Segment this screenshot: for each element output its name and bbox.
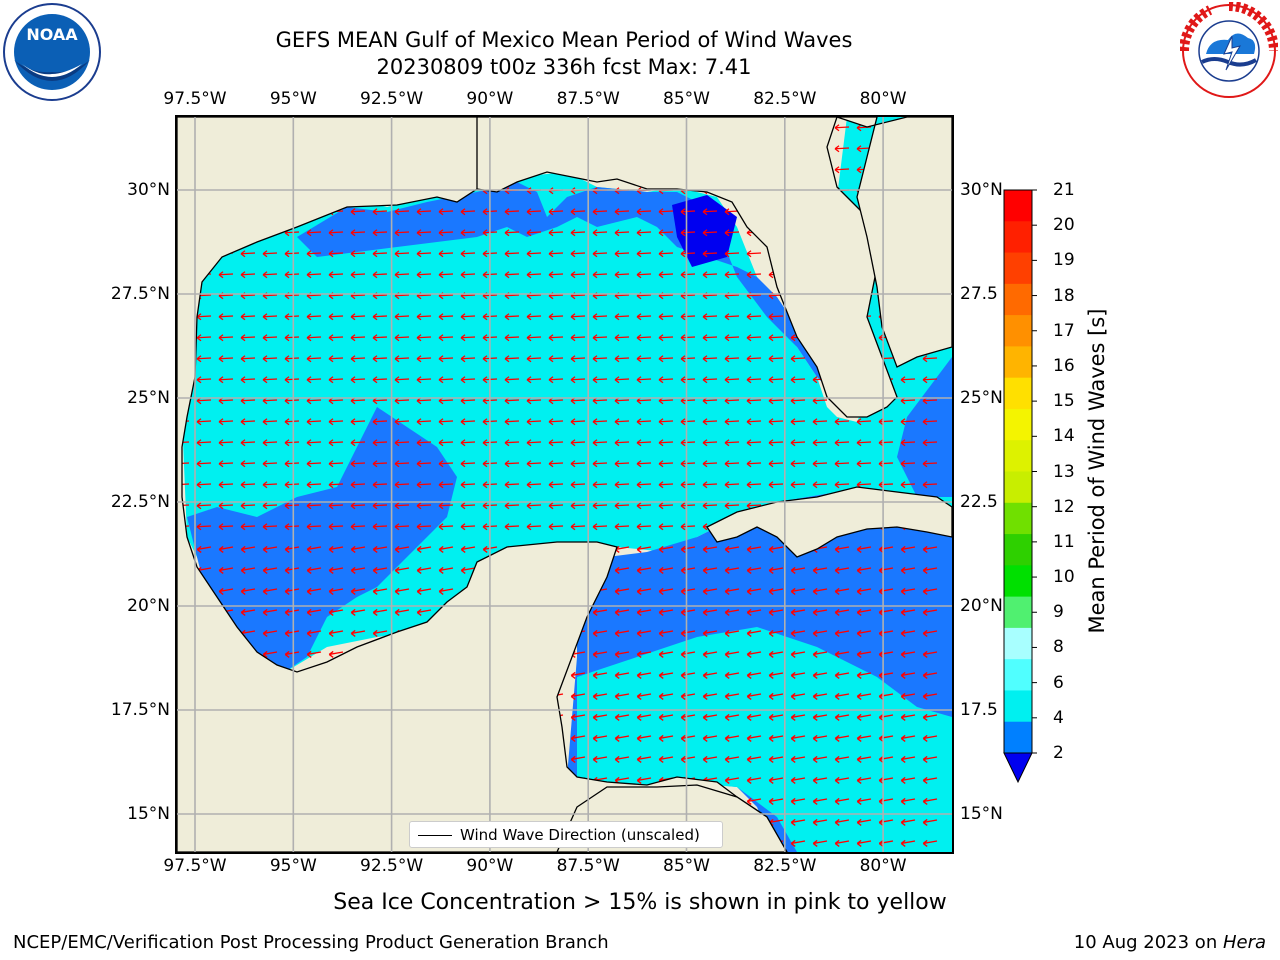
- colorbar: [1003, 189, 1033, 782]
- colorbar-tick-label: 6: [1053, 673, 1064, 693]
- colorbar-label: Mean Period of Wind Waves [s]: [1085, 309, 1109, 634]
- chart-title: GEFS MEAN Gulf of Mexico Mean Period of …: [0, 27, 1128, 53]
- lat-tick-right: 30°N: [960, 180, 1003, 200]
- colorbar-segment: [1004, 565, 1032, 597]
- colorbar-segment: [1004, 597, 1032, 629]
- lat-tick-left: 30°N: [127, 180, 170, 200]
- colorbar-tick-label: 18: [1053, 286, 1075, 306]
- colorbar-tick-label: 13: [1053, 462, 1075, 482]
- colorbar-tick-label: 19: [1053, 250, 1075, 270]
- lon-tick-bottom: 97.5°W: [163, 856, 226, 876]
- colorbar-segment: [1004, 534, 1032, 566]
- lat-tick-right: 17.5: [960, 700, 998, 720]
- colorbar-tick-label: 17: [1053, 321, 1075, 341]
- footer-host: Hera: [1223, 932, 1266, 953]
- lat-tick-left: 25°N: [127, 388, 170, 408]
- colorbar-segment: [1004, 190, 1032, 222]
- colorbar-tick-label: 11: [1053, 532, 1075, 552]
- footer-left: NCEP/EMC/Verification Post Processing Pr…: [13, 932, 609, 953]
- colorbar-segment: [1004, 409, 1032, 441]
- lon-tick-bottom: 92.5°W: [360, 856, 423, 876]
- sea-ice-caption: Sea Ice Concentration > 15% is shown in …: [0, 890, 1280, 915]
- lon-tick-top: 80°W: [860, 89, 907, 109]
- lat-tick-left: 27.5°N: [111, 284, 170, 304]
- colorbar-segment: [1004, 503, 1032, 535]
- lat-tick-left: 15°N: [127, 804, 170, 824]
- lon-tick-top: 85°W: [663, 89, 710, 109]
- lon-tick-bottom: 85°W: [663, 856, 710, 876]
- lon-tick-bottom: 95°W: [270, 856, 317, 876]
- colorbar-tick-label: 20: [1053, 215, 1075, 235]
- colorbar-tick-label: 21: [1053, 180, 1075, 200]
- colorbar-segment: [1004, 472, 1032, 504]
- lon-tick-top: 97.5°W: [163, 89, 226, 109]
- lon-tick-bottom: 90°W: [466, 856, 513, 876]
- colorbar-segment: [1004, 315, 1032, 347]
- lon-tick-top: 92.5°W: [360, 89, 423, 109]
- gulf-of-mexico-map: Wind Wave Direction (unscaled): [175, 115, 954, 854]
- colorbar-segment: [1004, 346, 1032, 378]
- wind-wave-arrow: [747, 251, 761, 257]
- lat-tick-left: 20°N: [127, 596, 170, 616]
- lon-tick-top: 87.5°W: [557, 89, 620, 109]
- colorbar-tick-label: 12: [1053, 497, 1075, 517]
- lat-tick-right: 25°N: [960, 388, 1003, 408]
- colorbar-tick-label: 9: [1053, 602, 1064, 622]
- colorbar-segment: [1004, 378, 1032, 410]
- colorbar-tick-label: 16: [1053, 356, 1075, 376]
- lat-tick-right: 22.5: [960, 492, 998, 512]
- colorbar-tick-label: 2: [1053, 743, 1064, 763]
- lon-tick-bottom: 87.5°W: [557, 856, 620, 876]
- footer-right: 10 Aug 2023 on Hera: [1074, 932, 1266, 953]
- lat-tick-left: 17.5°N: [111, 700, 170, 720]
- legend-label: Wind Wave Direction (unscaled): [460, 822, 700, 849]
- colorbar-segment: [1004, 690, 1032, 722]
- colorbar-segment: [1004, 659, 1032, 691]
- colorbar-segment: [1004, 440, 1032, 472]
- lon-tick-top: 90°W: [466, 89, 513, 109]
- chart-subtitle: 20230809 t00z 336h fcst Max: 7.41: [0, 54, 1128, 80]
- colorbar-tick-label: 8: [1053, 637, 1064, 657]
- colorbar-segment: [1004, 253, 1032, 285]
- lat-tick-right: 20°N: [960, 596, 1003, 616]
- lat-tick-left: 22.5°N: [111, 492, 170, 512]
- colorbar-tick-label: 4: [1053, 708, 1064, 728]
- colorbar-segment: [1004, 628, 1032, 660]
- lon-tick-bottom: 82.5°W: [753, 856, 816, 876]
- lon-tick-bottom: 80°W: [860, 856, 907, 876]
- colorbar-segment: [1004, 722, 1032, 754]
- lon-tick-top: 95°W: [270, 89, 317, 109]
- colorbar-tick-label: 10: [1053, 567, 1075, 587]
- colorbar-segment: [1004, 284, 1032, 316]
- footer-date: 10 Aug 2023 on: [1074, 932, 1223, 953]
- map-legend: Wind Wave Direction (unscaled): [409, 821, 723, 848]
- colorbar-tick-label: 14: [1053, 426, 1075, 446]
- colorbar-tick-label: 15: [1053, 391, 1075, 411]
- lon-tick-top: 82.5°W: [753, 89, 816, 109]
- nws-logo: [1180, 2, 1278, 100]
- colorbar-segment: [1004, 221, 1032, 253]
- lat-tick-right: 15°N: [960, 804, 1003, 824]
- colorbar-extend-triangle: [1004, 753, 1032, 782]
- lat-tick-right: 27.5: [960, 284, 998, 304]
- legend-line-swatch: [418, 835, 452, 836]
